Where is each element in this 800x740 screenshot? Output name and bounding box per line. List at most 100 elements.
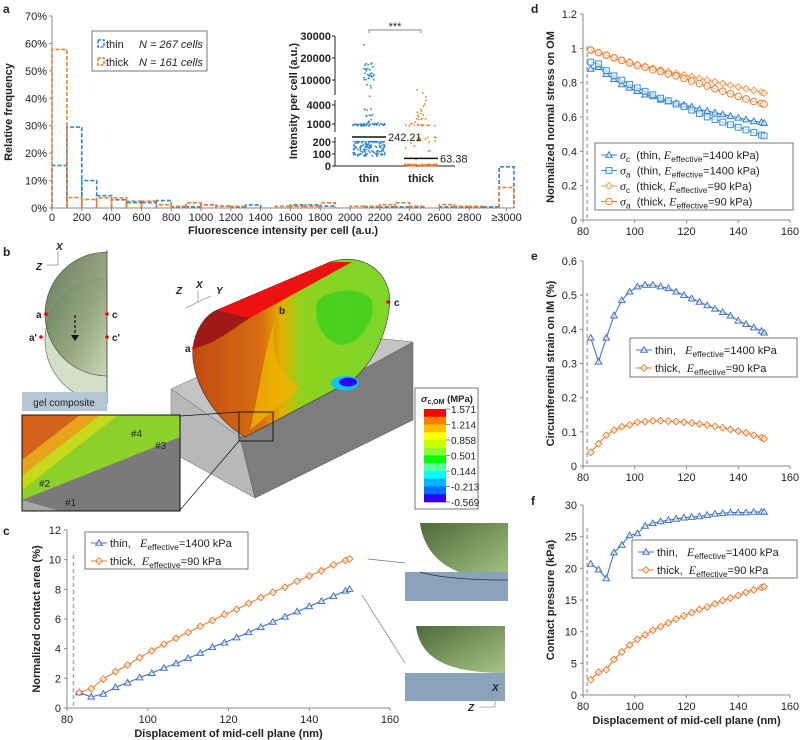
y-tick-label: 0 (571, 690, 577, 702)
data-point (594, 565, 603, 573)
histogram-bar (110, 197, 128, 208)
inset-point (410, 141, 412, 144)
data-point (664, 70, 673, 78)
inset-point (368, 95, 371, 98)
legend-label-part: effective (692, 349, 724, 359)
data-point (760, 100, 768, 108)
inset-axis-x-label: X (491, 683, 500, 694)
contact-cell-bottom (416, 626, 505, 673)
x-tick-label: 140 (729, 472, 747, 484)
main-3d-model: X Z Y a b c (170, 259, 414, 511)
data-point (672, 614, 681, 624)
panel-letter-c: c (3, 524, 10, 538)
inset-point (417, 164, 419, 167)
legend-label-part: a (626, 201, 631, 211)
inset-point (366, 109, 369, 111)
series-thin (586, 280, 769, 365)
histogram-bar (185, 201, 202, 208)
data-point (742, 95, 750, 103)
data-point (159, 663, 169, 671)
inset-point (433, 164, 436, 167)
data-point (710, 304, 720, 312)
data-point (602, 333, 611, 341)
arrow-head-icon (71, 335, 79, 341)
significance-bracket (368, 29, 422, 33)
histogram-bar (244, 204, 262, 208)
data-point (687, 418, 696, 427)
low-stress-region (339, 377, 357, 387)
inset-point (364, 68, 367, 71)
series-sigma_a-thin (587, 58, 768, 140)
data-point (711, 84, 719, 93)
y-tick-label: 0.2 (562, 393, 577, 405)
data-point (734, 591, 743, 600)
data-point (734, 113, 743, 121)
data-point (718, 596, 727, 605)
colorbar-swatch (424, 463, 446, 472)
inset-point (374, 152, 377, 155)
legend-label-part: =90 kPa (181, 556, 223, 568)
zoom-connector-bottom (179, 440, 240, 511)
inset-point (416, 114, 419, 117)
y-tick-label: 20 (565, 563, 577, 575)
y-tick-label: 0 (325, 161, 331, 173)
data-point (625, 640, 634, 649)
inset-point (368, 77, 370, 80)
legend-box (629, 337, 798, 378)
legend-label-part: E (668, 195, 677, 209)
x-tick-label: 140 (300, 714, 318, 726)
x-tick-label: 80 (577, 226, 589, 238)
data-point (734, 427, 743, 436)
series-sigma_a-thick (586, 46, 768, 108)
inset-point (430, 164, 433, 167)
data-point (734, 123, 742, 131)
y-tick-label: 10000 (300, 75, 331, 87)
data-point (726, 508, 735, 516)
data-point (672, 100, 680, 108)
data-point (220, 610, 229, 619)
histogram-bar (319, 201, 336, 208)
inset-point (370, 114, 372, 117)
data-point (726, 111, 735, 119)
inset-point (366, 145, 369, 148)
inset-point (367, 120, 370, 123)
data-point (602, 67, 610, 75)
zoom-point-4: #4 (131, 429, 143, 440)
x-tick-label: 400 (102, 212, 120, 224)
data-point (749, 431, 758, 440)
data-point (711, 116, 719, 123)
inset-point (364, 154, 367, 157)
panel-letter-f: f (531, 494, 536, 508)
axis-break-icon (331, 95, 339, 100)
data-point (99, 689, 108, 697)
data-point (718, 307, 727, 316)
legend-label-part: thick, (110, 556, 142, 568)
x-tick-label: 1800 (308, 212, 332, 224)
colorbar-label: 1.571 (451, 405, 476, 416)
legend-label-part: effective (671, 154, 703, 164)
data-point (760, 582, 769, 591)
legend-label-part: σ (620, 195, 627, 209)
data-point (679, 513, 689, 521)
inset-point (363, 43, 366, 46)
x-tick-label: 2600 (427, 212, 451, 224)
inset-point (352, 153, 355, 156)
histogram-thin (51, 126, 515, 208)
x-category-label: thin (359, 173, 379, 185)
data-point (695, 512, 704, 520)
inset-point (363, 76, 366, 79)
legend-label: σa (thin, Eeffective=1400 kPa) (620, 164, 760, 180)
inset-point (354, 123, 356, 126)
histogram-bar (230, 205, 247, 208)
data-point (671, 514, 681, 522)
data-point (87, 684, 96, 693)
inset-point (404, 147, 407, 149)
inset-point (371, 122, 374, 125)
data-point (586, 333, 595, 341)
data-point (184, 628, 193, 637)
inset-point (367, 67, 369, 70)
colorbar-swatch (424, 455, 446, 464)
data-point (703, 510, 712, 518)
data-point (586, 448, 595, 457)
